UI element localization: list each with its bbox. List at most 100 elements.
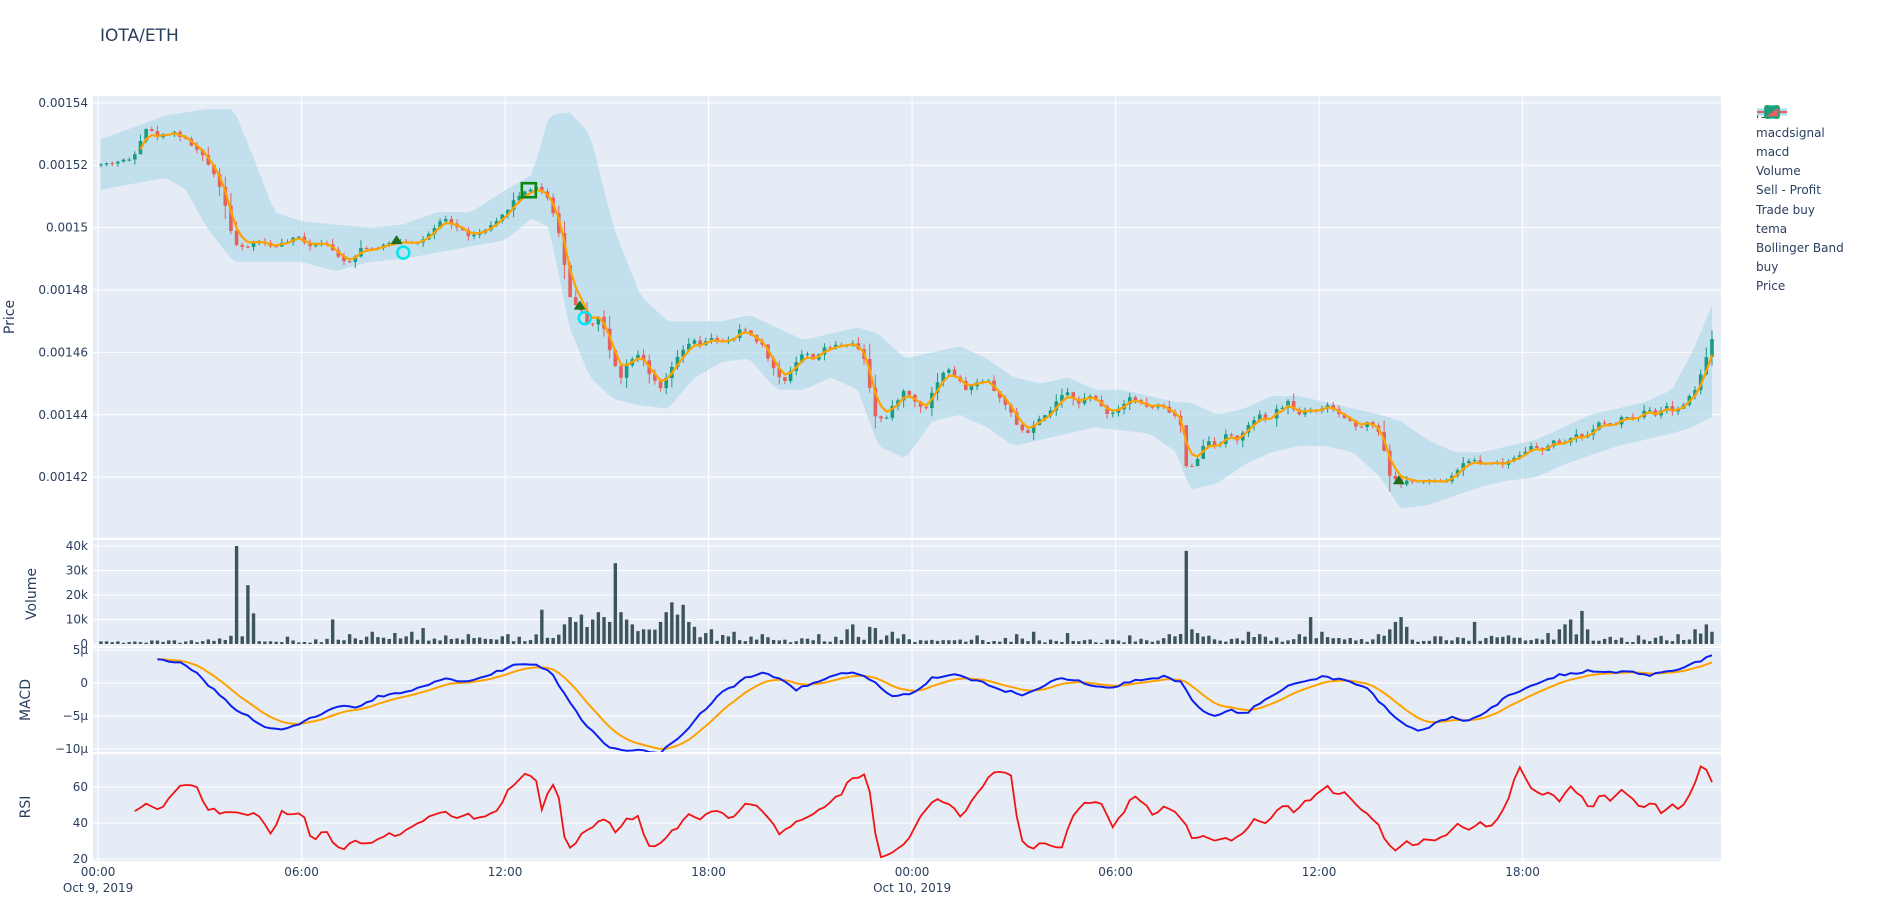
candle-body [200,149,205,156]
volume-bar [314,639,318,644]
candle-body [800,354,804,363]
volume-bar [636,631,640,644]
legend-item-trade-buy[interactable]: Trade buy [1756,105,1844,219]
legend-item-bollinger-band[interactable]: Bollinger Band [1756,108,1844,257]
buy-marker[interactable] [573,300,586,310]
volume-bar [223,640,227,644]
volume-bar [234,546,239,644]
volume-bar [517,636,521,644]
legend-item-volume[interactable]: Volume [1756,106,1844,181]
volume-bar [913,641,917,644]
candle-body [1071,392,1076,399]
legend-item-macdsignal[interactable]: macdsignal [1756,111,1844,142]
volume-bar [1144,640,1149,644]
volume-bar [1280,641,1285,644]
candle-body [1393,475,1398,480]
candle-body [777,368,782,378]
candle-body [240,244,245,247]
candle-body [234,231,239,245]
macd-panel-bg[interactable] [93,648,1721,752]
volume-bar [449,639,454,644]
volume-bar [1619,637,1624,644]
volume-bar [771,639,776,644]
volume-bar [274,641,278,644]
macd-tick-label: 5μ [73,643,89,657]
tema-line [139,132,1714,483]
candle-body [1529,446,1533,452]
candle-body [653,374,657,381]
volume-bar [907,639,911,644]
volume-bar [1088,639,1092,644]
volume-bar [1235,638,1239,644]
sell-profit-marker[interactable] [520,181,538,199]
volume-bar [1094,642,1098,644]
candle-body [1184,425,1189,466]
x-tick-label: 18:00 [691,865,726,879]
volume-bar [1161,638,1166,644]
volume-bar [574,621,578,644]
volume-bar [562,624,567,644]
candle-body [1710,339,1714,358]
buy-marker[interactable] [390,235,403,245]
volume-bar [500,636,504,644]
candle-body [144,129,148,142]
volume-bar [1371,639,1375,644]
volume-bar [998,641,1002,644]
candle-body [1557,440,1562,444]
candle-body [924,406,929,409]
volume-bar [1450,640,1454,644]
candle-body [935,382,940,393]
candle-body [947,369,951,373]
candle-body [596,316,601,325]
buy-marker[interactable] [1392,475,1405,485]
rsi-panel-bg[interactable] [93,754,1721,861]
volume-bar [387,638,391,644]
volume-panel-bg[interactable] [93,540,1721,646]
candle-body [1693,390,1697,396]
candle-body [658,380,663,389]
volume-bar [873,628,878,644]
volume-bar [1111,639,1115,644]
volume-bar [1376,634,1381,644]
candle-body [121,159,126,162]
volume-bar [1297,634,1302,644]
volume-bar [1065,632,1070,644]
volume-bar [884,635,889,644]
volume-bar [1472,621,1477,644]
volume-bar [1506,635,1511,644]
volume-bar [1382,635,1386,644]
trade-markers [390,181,1405,485]
volume-bar [364,636,369,644]
legend-item-sell-profit[interactable]: Sell - Profit [1756,105,1844,200]
volume-bar [794,641,798,644]
volume-bar [1512,637,1516,644]
volume-bar [1602,638,1607,644]
candle-body [1410,480,1415,482]
volume-bar [251,613,256,644]
volume-bar [1026,641,1030,644]
candle-body [99,164,103,166]
volume-bar [1139,638,1143,644]
trade-buy-marker[interactable] [396,245,411,260]
volume-bar [579,614,584,644]
legend-item-tema[interactable]: tema [1756,111,1844,238]
volume-bar [879,639,883,644]
x-tick-label: 06:00 [1098,865,1133,879]
price-tick-label: 0.00148 [38,283,88,297]
candle-body [1190,465,1194,467]
volume-bar [1523,640,1528,644]
volume-bar [839,640,844,644]
volume-bar [1438,636,1443,644]
volume-bar [1388,629,1392,644]
candle-body [562,233,567,266]
volume-bar [1585,629,1590,644]
candle-body [1303,411,1307,415]
volume-bar [557,634,561,644]
volume-bar [958,639,962,644]
candle-body [1359,426,1364,428]
x-date-label: Oct 9, 2019 [63,881,133,895]
legend-item-buy[interactable]: buy [1756,107,1844,277]
legend-item-macd[interactable]: macd [1756,111,1844,161]
trade-buy-marker[interactable] [577,310,593,326]
legend-item-price[interactable]: Price [1756,106,1844,296]
